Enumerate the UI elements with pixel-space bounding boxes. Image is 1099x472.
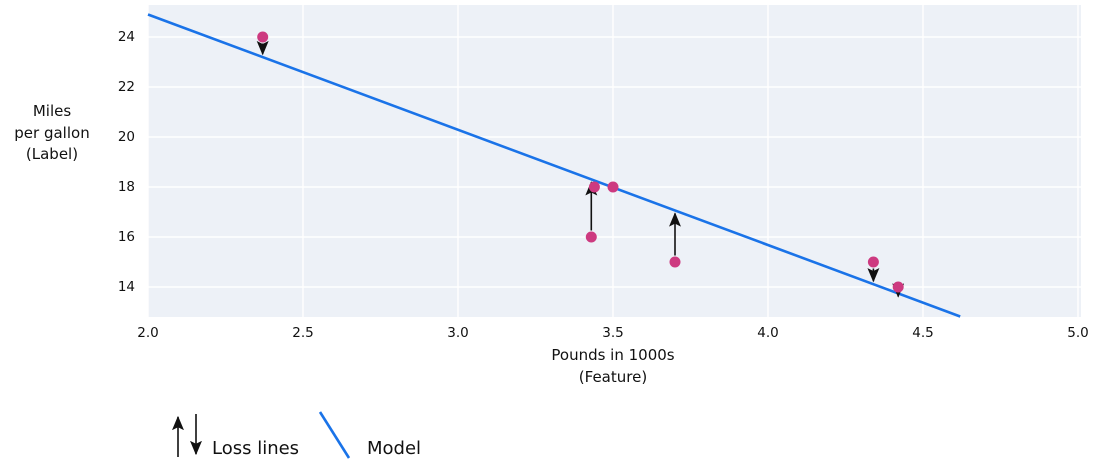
data-point	[585, 231, 597, 243]
x-tick-label: 4.0	[757, 325, 779, 341]
data-point	[257, 31, 269, 43]
data-point	[669, 256, 681, 268]
legend-model-line-icon	[318, 411, 351, 459]
y-tick-label: 16	[117, 229, 135, 245]
y-tick-label: 22	[117, 79, 135, 95]
y-tick-label: 20	[117, 129, 135, 145]
x-tick-label: 2.5	[292, 325, 314, 341]
legend-label-model: Model	[367, 438, 422, 459]
x-tick-label: 3.5	[602, 325, 624, 341]
x-tick-label: 5.0	[1067, 325, 1089, 341]
data-point	[607, 181, 619, 193]
x-tick-label: 2.0	[137, 325, 159, 341]
y-tick-label: 24	[117, 29, 135, 45]
plot-area	[148, 5, 1081, 317]
y-tick-label: 14	[117, 279, 135, 295]
legend-label-loss-lines: Loss lines	[212, 438, 300, 459]
y-axis-label: Miles per gallon (Label)	[14, 102, 90, 163]
y-tick-label: 18	[117, 179, 135, 195]
x-axis-label: Pounds in 1000s (Feature)	[551, 346, 675, 386]
data-point	[867, 256, 879, 268]
x-tick-label: 3.0	[447, 325, 469, 341]
model-line	[147, 13, 961, 318]
data-point	[588, 181, 600, 193]
x-tick-label: 4.5	[912, 325, 934, 341]
data-point	[892, 281, 904, 293]
